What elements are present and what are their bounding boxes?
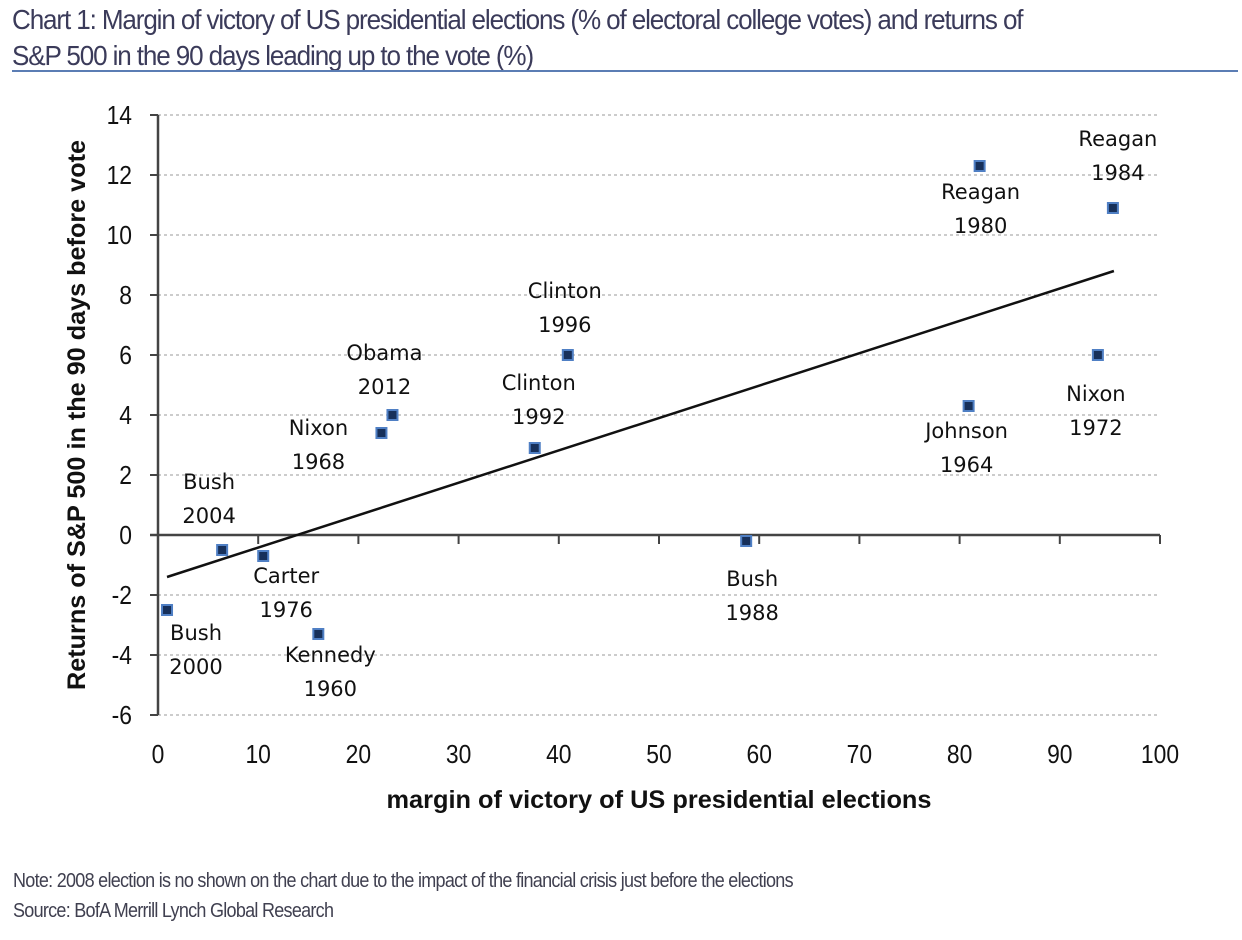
chart-source: Source: BofA Merrill Lynch Global Resear… <box>13 900 334 922</box>
x-tick-label: 20 <box>346 741 371 770</box>
data-point <box>312 628 325 640</box>
data-label-year: 2012 <box>358 375 411 399</box>
y-tick-label: 0 <box>119 522 132 551</box>
data-label-year: 1972 <box>1069 416 1122 440</box>
chart-title-line-1: Chart 1: Margin of victory of US preside… <box>12 4 1024 35</box>
data-label-name: Obama <box>346 341 422 365</box>
x-tick-label: 70 <box>847 741 872 770</box>
data-point <box>740 535 753 547</box>
data-point <box>161 604 174 616</box>
x-axis-label: margin of victory of US presidential ele… <box>387 786 932 814</box>
x-tick-label: 50 <box>646 741 671 770</box>
data-label-name: Nixon <box>289 416 348 440</box>
data-point <box>1106 202 1119 214</box>
y-axis-label: Returns of S&P 500 in the 90 days before… <box>63 140 91 690</box>
y-tick-label: 10 <box>107 222 132 251</box>
x-tick-label: 100 <box>1141 741 1179 770</box>
data-label-year: 1992 <box>512 405 565 429</box>
data-point <box>561 349 574 361</box>
y-tick-label: 6 <box>119 342 132 371</box>
data-label-year: 1968 <box>292 450 345 474</box>
y-tick-label: -2 <box>112 582 132 611</box>
data-label-name: Clinton <box>502 371 576 395</box>
data-point <box>973 160 986 172</box>
x-tick-label: 10 <box>245 741 270 770</box>
data-point <box>257 550 270 562</box>
data-label-year: 1976 <box>259 598 312 622</box>
trendline-group <box>166 269 1115 579</box>
title-divider <box>12 70 1238 72</box>
chart-title: Chart 1: Margin of victory of US preside… <box>12 2 1147 74</box>
data-point <box>386 409 399 421</box>
scatter-chart: -6 -4 -2 0 2 4 6 8 10 12 14 0 10 20 30 40 50 60 70 80 90 100… <box>63 102 1179 814</box>
x-tick-label: 60 <box>746 741 771 770</box>
data-label-name: Reagan <box>941 180 1020 204</box>
data-label-year: 1988 <box>725 601 778 625</box>
data-label-name: Reagan <box>1078 127 1157 151</box>
data-label-year: 1960 <box>304 677 357 701</box>
y-tick-label: 14 <box>107 102 132 131</box>
y-tick-labels: -6 -4 -2 0 2 4 6 8 10 12 14 <box>107 102 132 731</box>
axes <box>150 114 1161 716</box>
chart-title-line-2: S&P 500 in the 90 days leading up to the… <box>12 40 534 71</box>
y-tick-label: 8 <box>119 282 132 311</box>
data-point <box>528 442 541 454</box>
y-tick-label: -4 <box>112 642 132 671</box>
data-point <box>375 427 388 439</box>
data-label-name: Kennedy <box>285 643 376 667</box>
x-tick-labels: 0 10 20 30 40 50 60 70 80 90 100 <box>152 741 1179 770</box>
data-point <box>962 400 975 412</box>
data-label-year: 2004 <box>182 504 235 528</box>
data-label-year: 2000 <box>169 655 222 679</box>
data-label-name: Bush <box>170 621 222 645</box>
y-tick-label: 12 <box>107 162 132 191</box>
x-tick-label: 30 <box>446 741 471 770</box>
data-point <box>1091 349 1104 361</box>
data-label-year: 1984 <box>1091 161 1144 185</box>
data-label-name: Carter <box>253 564 319 588</box>
x-tick-label: 90 <box>1047 741 1072 770</box>
y-tick-label: 4 <box>119 402 132 431</box>
data-label-name: Clinton <box>528 279 602 303</box>
y-tick-label: -6 <box>112 702 132 731</box>
data-label-name: Bush <box>726 567 778 591</box>
data-points <box>161 160 1119 640</box>
data-label-year: 1996 <box>538 313 591 337</box>
data-label-name: Bush <box>183 470 235 494</box>
x-tick-label: 80 <box>947 741 972 770</box>
data-label-year: 1964 <box>940 453 993 477</box>
x-tick-label: 40 <box>546 741 571 770</box>
x-tick-label: 0 <box>152 741 165 770</box>
y-tick-label: 2 <box>119 462 132 491</box>
chart-note: Note: 2008 election is no shown on the c… <box>13 870 794 892</box>
data-point <box>216 544 229 556</box>
trendline <box>166 269 1115 579</box>
data-label-name: Johnson <box>923 419 1008 443</box>
data-label-name: Nixon <box>1066 382 1125 406</box>
point-labels: Kennedy 1960 Johnson 1964 Nixon 1968 Nixon 1972… <box>169 127 1157 701</box>
gridlines <box>158 114 1160 716</box>
data-label-year: 1980 <box>954 214 1007 238</box>
